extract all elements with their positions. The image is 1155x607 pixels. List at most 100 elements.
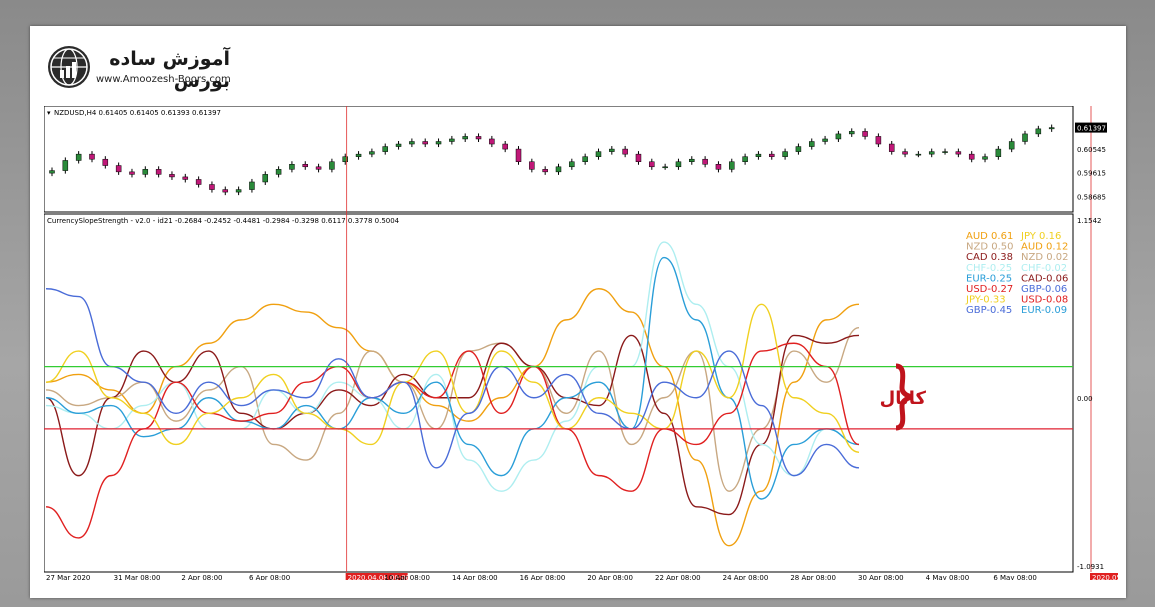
candle <box>555 163 562 175</box>
candle <box>782 148 788 160</box>
candle <box>942 148 948 155</box>
candle <box>729 158 735 173</box>
candle <box>422 138 428 148</box>
candle <box>1048 124 1055 132</box>
candle <box>502 140 508 153</box>
legend-entry: USD-0.08 <box>1021 295 1068 306</box>
legend-entry: CHF-0.25 <box>966 263 1012 274</box>
x-tick-label: 4 May 08:00 <box>926 574 970 580</box>
x-tick-label: 22 Apr 08:00 <box>655 574 701 580</box>
candle <box>968 151 975 163</box>
price-panel[interactable] <box>44 106 1074 213</box>
series-line-usd <box>45 342 860 539</box>
x-tick-label: 2020.05.08 00:00 <box>1092 574 1118 580</box>
candle <box>955 148 962 158</box>
x-tick-label: 6 Apr 08:00 <box>249 574 290 580</box>
candle <box>369 148 375 158</box>
candle <box>1022 130 1028 145</box>
candle <box>902 148 908 158</box>
candle <box>635 151 642 165</box>
candle <box>235 186 242 196</box>
candle <box>862 128 868 140</box>
candle <box>49 167 55 177</box>
trading-chart[interactable]: NZDUSD,H4 0.61405 0.61405 0.61393 0.6139… <box>44 106 1118 580</box>
legend-entry: CAD 0.38 <box>966 252 1013 263</box>
candle <box>675 158 682 170</box>
indicator-tick-label: 0.00 <box>1077 395 1093 403</box>
candle <box>129 168 135 178</box>
series-line-chf <box>45 241 860 492</box>
legend-entry: EUR-0.25 <box>966 273 1012 284</box>
series-line-aud <box>45 288 860 547</box>
candle <box>848 128 855 137</box>
price-tick-label: 0.59615 <box>1077 170 1106 178</box>
candle <box>249 178 255 193</box>
candle <box>289 161 295 173</box>
candle <box>769 151 775 160</box>
globe-chart-icon <box>48 46 90 88</box>
candle <box>462 133 468 143</box>
candle <box>835 130 842 143</box>
price-panel-header: NZDUSD,H4 0.61405 0.61405 0.61393 0.6139… <box>54 109 221 117</box>
candle <box>409 138 415 148</box>
legend-entry: NZD 0.50 <box>966 242 1013 253</box>
candle <box>755 151 762 160</box>
channel-brace-icon <box>895 363 913 431</box>
x-tick-label: 31 Mar 08:00 <box>114 574 161 580</box>
candle <box>928 148 935 158</box>
candle <box>569 158 575 170</box>
x-tick-label: 10 Apr 08:00 <box>384 574 430 580</box>
candle <box>622 146 628 158</box>
candle <box>75 151 82 164</box>
candlestick-series <box>49 124 1055 196</box>
candle <box>315 163 322 173</box>
x-tick-label: 20 Apr 08:00 <box>587 574 633 580</box>
x-tick-label: 2 Apr 08:00 <box>181 574 222 580</box>
candle <box>169 171 175 180</box>
candle <box>822 135 828 145</box>
current-price-label: 0.61397 <box>1077 125 1106 133</box>
candle <box>102 156 109 169</box>
candle <box>715 161 722 173</box>
candle <box>529 158 535 173</box>
candle <box>155 166 162 178</box>
candle <box>395 140 402 150</box>
highlighted-date-box <box>1090 573 1118 580</box>
candle <box>595 148 602 160</box>
price-tick-label: 0.60545 <box>1077 146 1106 154</box>
candle <box>515 146 522 165</box>
candle <box>742 153 748 165</box>
dropdown-triangle-icon[interactable]: ▾ <box>47 109 51 117</box>
legend-entry: JPY-0.33 <box>965 295 1006 306</box>
candle <box>809 138 815 150</box>
legend-entry: GBP-0.06 <box>1021 284 1067 295</box>
candle <box>662 163 668 170</box>
candle <box>702 156 708 168</box>
candle <box>195 176 202 188</box>
x-tick-label: 6 May 08:00 <box>993 574 1037 580</box>
candle <box>275 166 282 178</box>
current-price-tag <box>1075 122 1107 133</box>
y-axis-labels: 0.60545 0.59615 0.58685 0.61397 1.1542 0.00 -1… <box>1075 122 1107 571</box>
indicator-panel-header: CurrencySlopeStrength - v2.0 - id21 -0.2… <box>47 217 400 225</box>
legend-entry: NZD 0.02 <box>1021 252 1068 263</box>
candle <box>795 143 802 155</box>
candle <box>649 158 655 170</box>
candle <box>382 143 388 155</box>
x-tick-label: 24 Apr 08:00 <box>723 574 769 580</box>
legend-entry: EUR-0.09 <box>1021 305 1067 316</box>
candle <box>222 186 229 196</box>
x-axis-labels: 27 Mar 2020 31 Mar 08:00 2 Apr 08:00 6 Apr … <box>46 573 1118 580</box>
indicator-tick-label: -1.0931 <box>1077 563 1104 571</box>
x-tick-label: 14 Apr 08:00 <box>452 574 498 580</box>
candle <box>182 173 189 183</box>
candle <box>302 161 308 170</box>
candle <box>489 135 495 148</box>
x-tick-label: 16 Apr 08:00 <box>520 574 566 580</box>
candle <box>915 151 922 158</box>
vertical-marker-lines <box>346 106 1092 572</box>
candle <box>875 133 882 148</box>
candle <box>449 135 455 145</box>
legend-entry: GBP-0.45 <box>966 305 1012 316</box>
